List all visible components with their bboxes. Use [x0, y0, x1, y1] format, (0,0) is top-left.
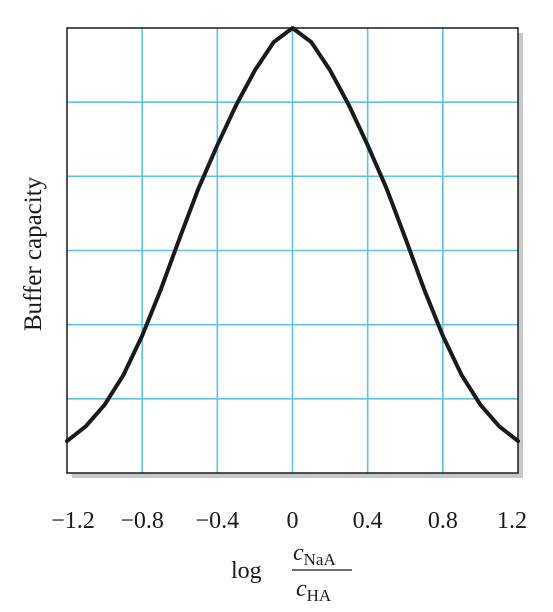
denominator-symbol: c — [296, 576, 307, 602]
x-axis-title-denominator: cHA — [296, 576, 332, 605]
numerator-symbol: c — [293, 540, 304, 566]
x-axis-title-numerator: cNaA — [293, 540, 336, 569]
x-axis-title: log cNaA cHA — [231, 540, 352, 605]
x-tick-label: −0.8 — [120, 508, 164, 534]
plot-frame — [66, 27, 519, 474]
x-tick-label: 1.2 — [497, 508, 527, 534]
x-tick-label: 0 — [287, 508, 299, 534]
x-tick-label: −0.4 — [196, 508, 240, 534]
grid — [67, 28, 518, 473]
x-axis-title-prefix: log — [231, 558, 262, 584]
denominator-subscript: HA — [307, 586, 332, 605]
x-tick-label: 0.4 — [353, 508, 383, 534]
y-axis-title: Buffer capacity — [20, 176, 47, 331]
x-tick-labels: −1.2 −0.8 −0.4 0 0.4 0.8 1.2 — [51, 508, 527, 534]
x-tick-label: 0.8 — [428, 508, 458, 534]
numerator-subscript: NaA — [304, 550, 337, 569]
x-tick-label: −1.2 — [51, 508, 95, 534]
